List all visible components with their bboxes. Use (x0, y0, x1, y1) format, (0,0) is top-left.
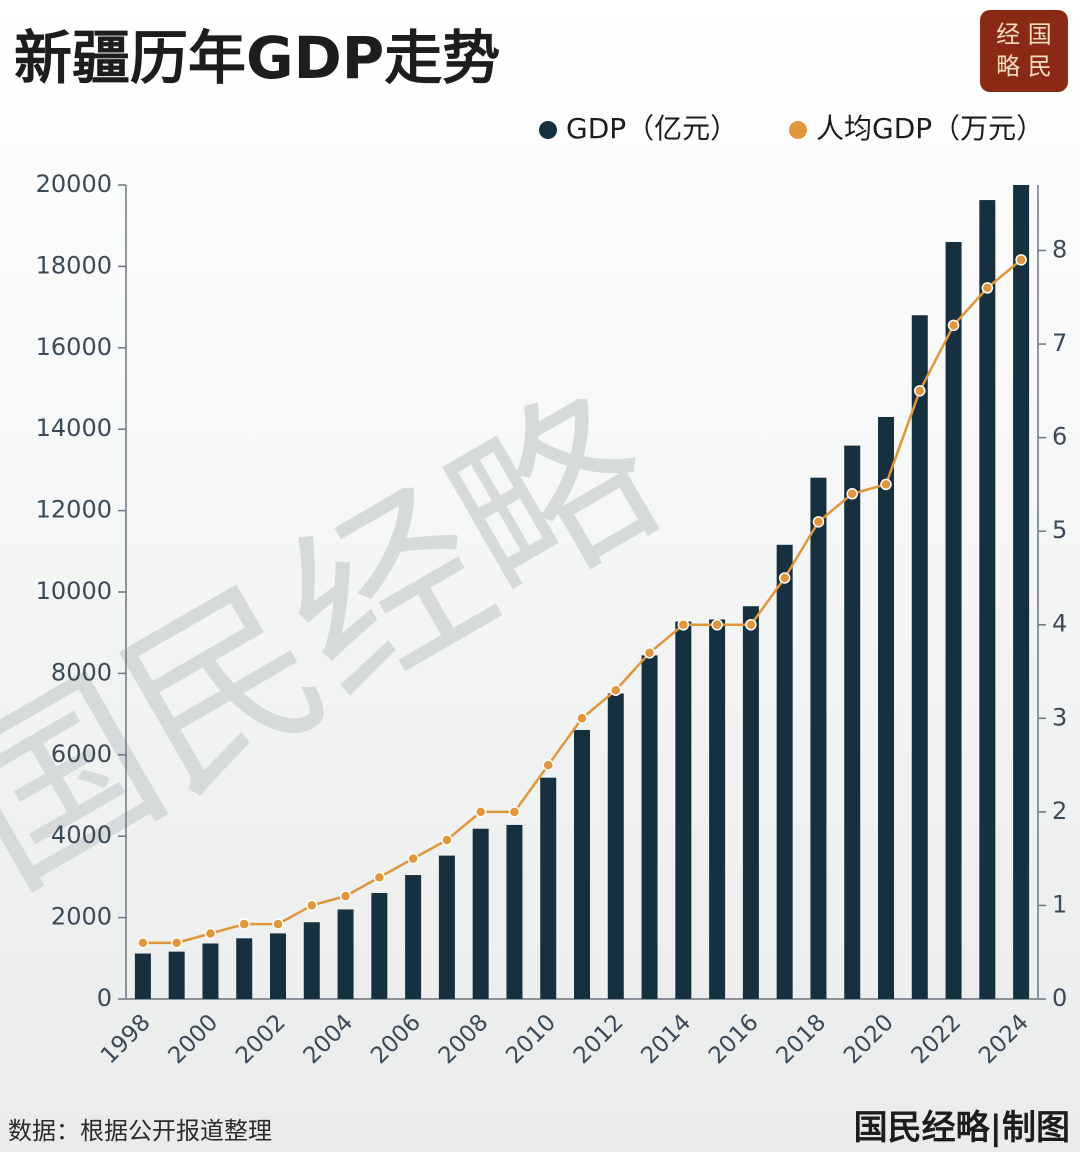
line-point (542, 759, 554, 771)
line-point (373, 871, 386, 884)
y-tick-label: 6000 (51, 740, 112, 768)
bar (776, 544, 793, 999)
bar (1013, 185, 1030, 999)
bar (911, 315, 928, 999)
bar (202, 943, 219, 999)
y2-tick-label: 8 (1052, 235, 1067, 263)
bar (574, 729, 590, 999)
y2-tick-label: 5 (1052, 516, 1067, 544)
y-tick-label: 16000 (36, 333, 112, 361)
line-point (137, 937, 149, 949)
logo-line: 经 国 (996, 21, 1052, 49)
bar (134, 953, 151, 999)
chart-title: 新疆历年GDP走势 (14, 24, 500, 92)
bar (438, 855, 455, 999)
y2-tick-label: 6 (1052, 423, 1067, 451)
line-point (745, 618, 757, 631)
bar (641, 655, 658, 999)
bar (270, 933, 286, 999)
y-tick-label: 8000 (51, 658, 112, 686)
line-point (610, 684, 622, 696)
line-point (711, 618, 723, 631)
source-note: 数据：根据公开报道整理 (8, 1117, 272, 1145)
y-tick-label: 4000 (51, 821, 112, 849)
y2-tick-label: 3 (1052, 703, 1067, 731)
line-point (576, 712, 588, 725)
bar (979, 200, 996, 999)
y-tick-label: 0 (97, 984, 112, 1012)
logo-line: 略 民 (996, 53, 1052, 81)
bar (236, 938, 253, 999)
y2-tick-label: 2 (1052, 797, 1067, 825)
legend-label: GDP（亿元） (566, 112, 738, 145)
line-point (778, 572, 791, 584)
bar (168, 951, 185, 999)
bar (303, 922, 320, 999)
y2-tick-label: 0 (1052, 984, 1067, 1012)
bar (607, 693, 624, 999)
y-tick-label: 10000 (36, 577, 112, 605)
bar (472, 828, 489, 999)
line-point (170, 937, 183, 949)
bar (540, 777, 557, 999)
line-point (238, 918, 250, 930)
line-point (204, 927, 217, 940)
line-point (508, 806, 521, 818)
line-point (981, 282, 994, 294)
y-tick-label: 20000 (36, 170, 112, 198)
line-point (880, 478, 892, 491)
line-point (306, 899, 318, 912)
y-tick-label: 18000 (36, 251, 112, 279)
line-point (441, 834, 453, 846)
logo-box (980, 10, 1068, 92)
line-point (846, 488, 858, 500)
line-point (272, 918, 284, 930)
line-point (643, 647, 656, 659)
line-point (1015, 254, 1027, 266)
line-point (339, 890, 352, 902)
bar (742, 606, 759, 999)
bar (405, 875, 422, 999)
legend-label: 人均GDP（万元） (816, 112, 1044, 145)
y2-tick-label: 1 (1052, 890, 1067, 918)
legend-marker (539, 121, 557, 139)
line-point (407, 852, 419, 865)
bar (506, 824, 523, 999)
bar (371, 893, 388, 999)
line-point (812, 516, 825, 528)
line-point (914, 385, 926, 397)
bar (709, 619, 726, 999)
credit: 国民经略|制图 (854, 1108, 1070, 1148)
y-tick-label: 2000 (51, 903, 112, 931)
bar (337, 909, 354, 999)
y-tick-label: 14000 (36, 414, 112, 442)
line-point (677, 618, 690, 631)
legend-marker (789, 121, 807, 139)
bar (878, 416, 894, 999)
line-point (947, 319, 960, 332)
bar (810, 477, 827, 999)
y2-tick-label: 4 (1052, 610, 1067, 638)
y-tick-label: 12000 (36, 496, 112, 524)
line-point (474, 806, 487, 818)
bar (675, 621, 692, 999)
bar (945, 241, 962, 1000)
bar (844, 445, 861, 999)
y2-tick-label: 7 (1052, 329, 1067, 357)
